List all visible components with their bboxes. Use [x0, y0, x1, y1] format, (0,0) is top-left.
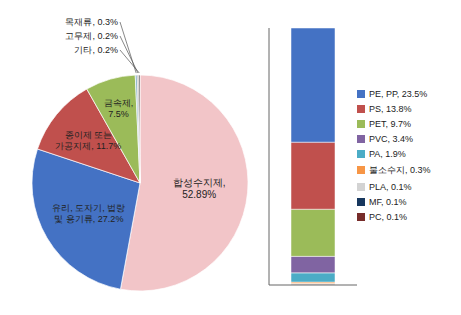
html-text:PA, 1.9%: PA, 1.9%	[369, 148, 406, 159]
svg-text:고무제, 0.2%: 고무제, 0.2%	[65, 31, 118, 41]
html-text:불소수지, 0.3%: 불소수지, 0.3%	[369, 164, 431, 175]
svg-text:종이제 또는가공지제, 11.7%: 종이제 또는가공지제, 11.7%	[55, 130, 121, 151]
svg-text:금속제,7.5%: 금속제,7.5%	[104, 98, 134, 119]
html-text:PE, PP, 23.5%: PE, PP, 23.5%	[369, 88, 428, 99]
html-text:PS, 13.8%: PS, 13.8%	[369, 103, 412, 114]
svg-text:유리, 도자기, 법랑및 용기류, 27.2%: 유리, 도자기, 법랑및 용기류, 27.2%	[52, 203, 125, 224]
svg-text:합성수지제,52.89%: 합성수지제,52.89%	[173, 177, 226, 200]
svg-text:목재류, 0.3%: 목재류, 0.3%	[65, 17, 118, 27]
html-text:PC, 0.1%: PC, 0.1%	[369, 211, 407, 222]
html-text:PET, 9.7%: PET, 9.7%	[369, 118, 411, 129]
html-text:PLA, 0.1%: PLA, 0.1%	[369, 181, 412, 192]
html-text:MF, 0.1%: MF, 0.1%	[369, 196, 407, 207]
html-text:PVC, 3.4%: PVC, 3.4%	[369, 133, 413, 144]
svg-text:기타, 0.2%: 기타, 0.2%	[74, 45, 118, 55]
